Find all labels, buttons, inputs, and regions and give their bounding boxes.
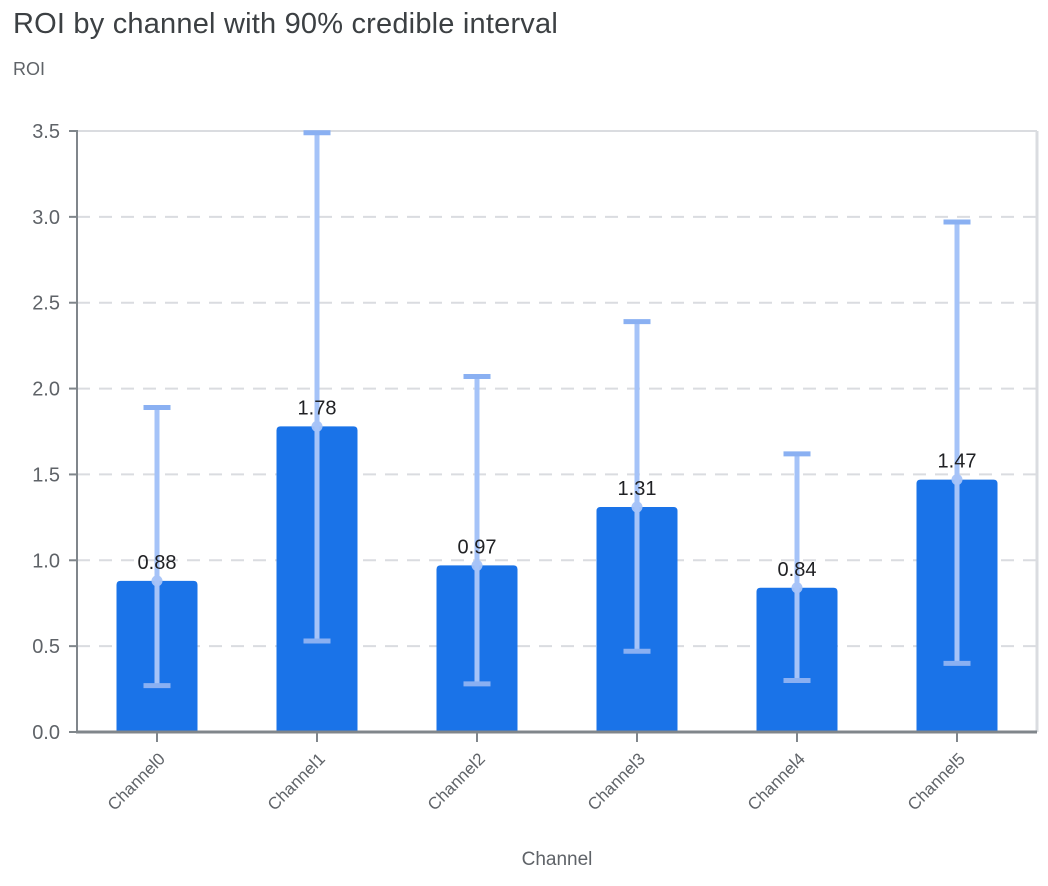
- y-tick-label: 3.5: [32, 121, 60, 143]
- mean-marker-dot: [791, 582, 803, 594]
- y-axis-title: ROI: [13, 59, 46, 79]
- mean-marker-dot: [631, 501, 643, 513]
- x-tick-label-channel3: Channel3: [584, 749, 649, 814]
- bar-value-label: 1.47: [938, 451, 977, 473]
- x-axis-title: Channel: [521, 849, 593, 870]
- mean-marker-dot: [151, 575, 163, 587]
- x-tick-label-channel0: Channel0: [104, 749, 169, 814]
- bar-value-label: 0.88: [138, 552, 177, 574]
- x-tick-label-channel2: Channel2: [424, 749, 489, 814]
- y-tick-label: 1.5: [32, 464, 60, 486]
- y-tick-label: 3.0: [32, 207, 60, 229]
- mean-marker-dot: [951, 474, 963, 486]
- y-tick-label: 2.0: [32, 379, 60, 401]
- y-tick-label: 2.5: [32, 293, 60, 315]
- bar-value-label: 0.97: [458, 536, 497, 558]
- x-tick-label-channel5: Channel5: [904, 749, 969, 814]
- x-tick-label-channel1: Channel1: [264, 749, 329, 814]
- bar-value-label: 1.31: [618, 478, 657, 500]
- bar-value-label: 1.78: [298, 397, 337, 419]
- x-tick-label-channel4: Channel4: [744, 749, 809, 814]
- y-tick-label: 0.0: [32, 722, 60, 744]
- chart-title: ROI by channel with 90% credible interva…: [13, 8, 558, 40]
- bar-value-label: 0.84: [778, 559, 817, 581]
- y-tick-label: 1.0: [32, 550, 60, 572]
- y-tick-label: 0.5: [32, 636, 60, 658]
- mean-marker-dot: [311, 420, 323, 432]
- mean-marker-dot: [471, 559, 483, 571]
